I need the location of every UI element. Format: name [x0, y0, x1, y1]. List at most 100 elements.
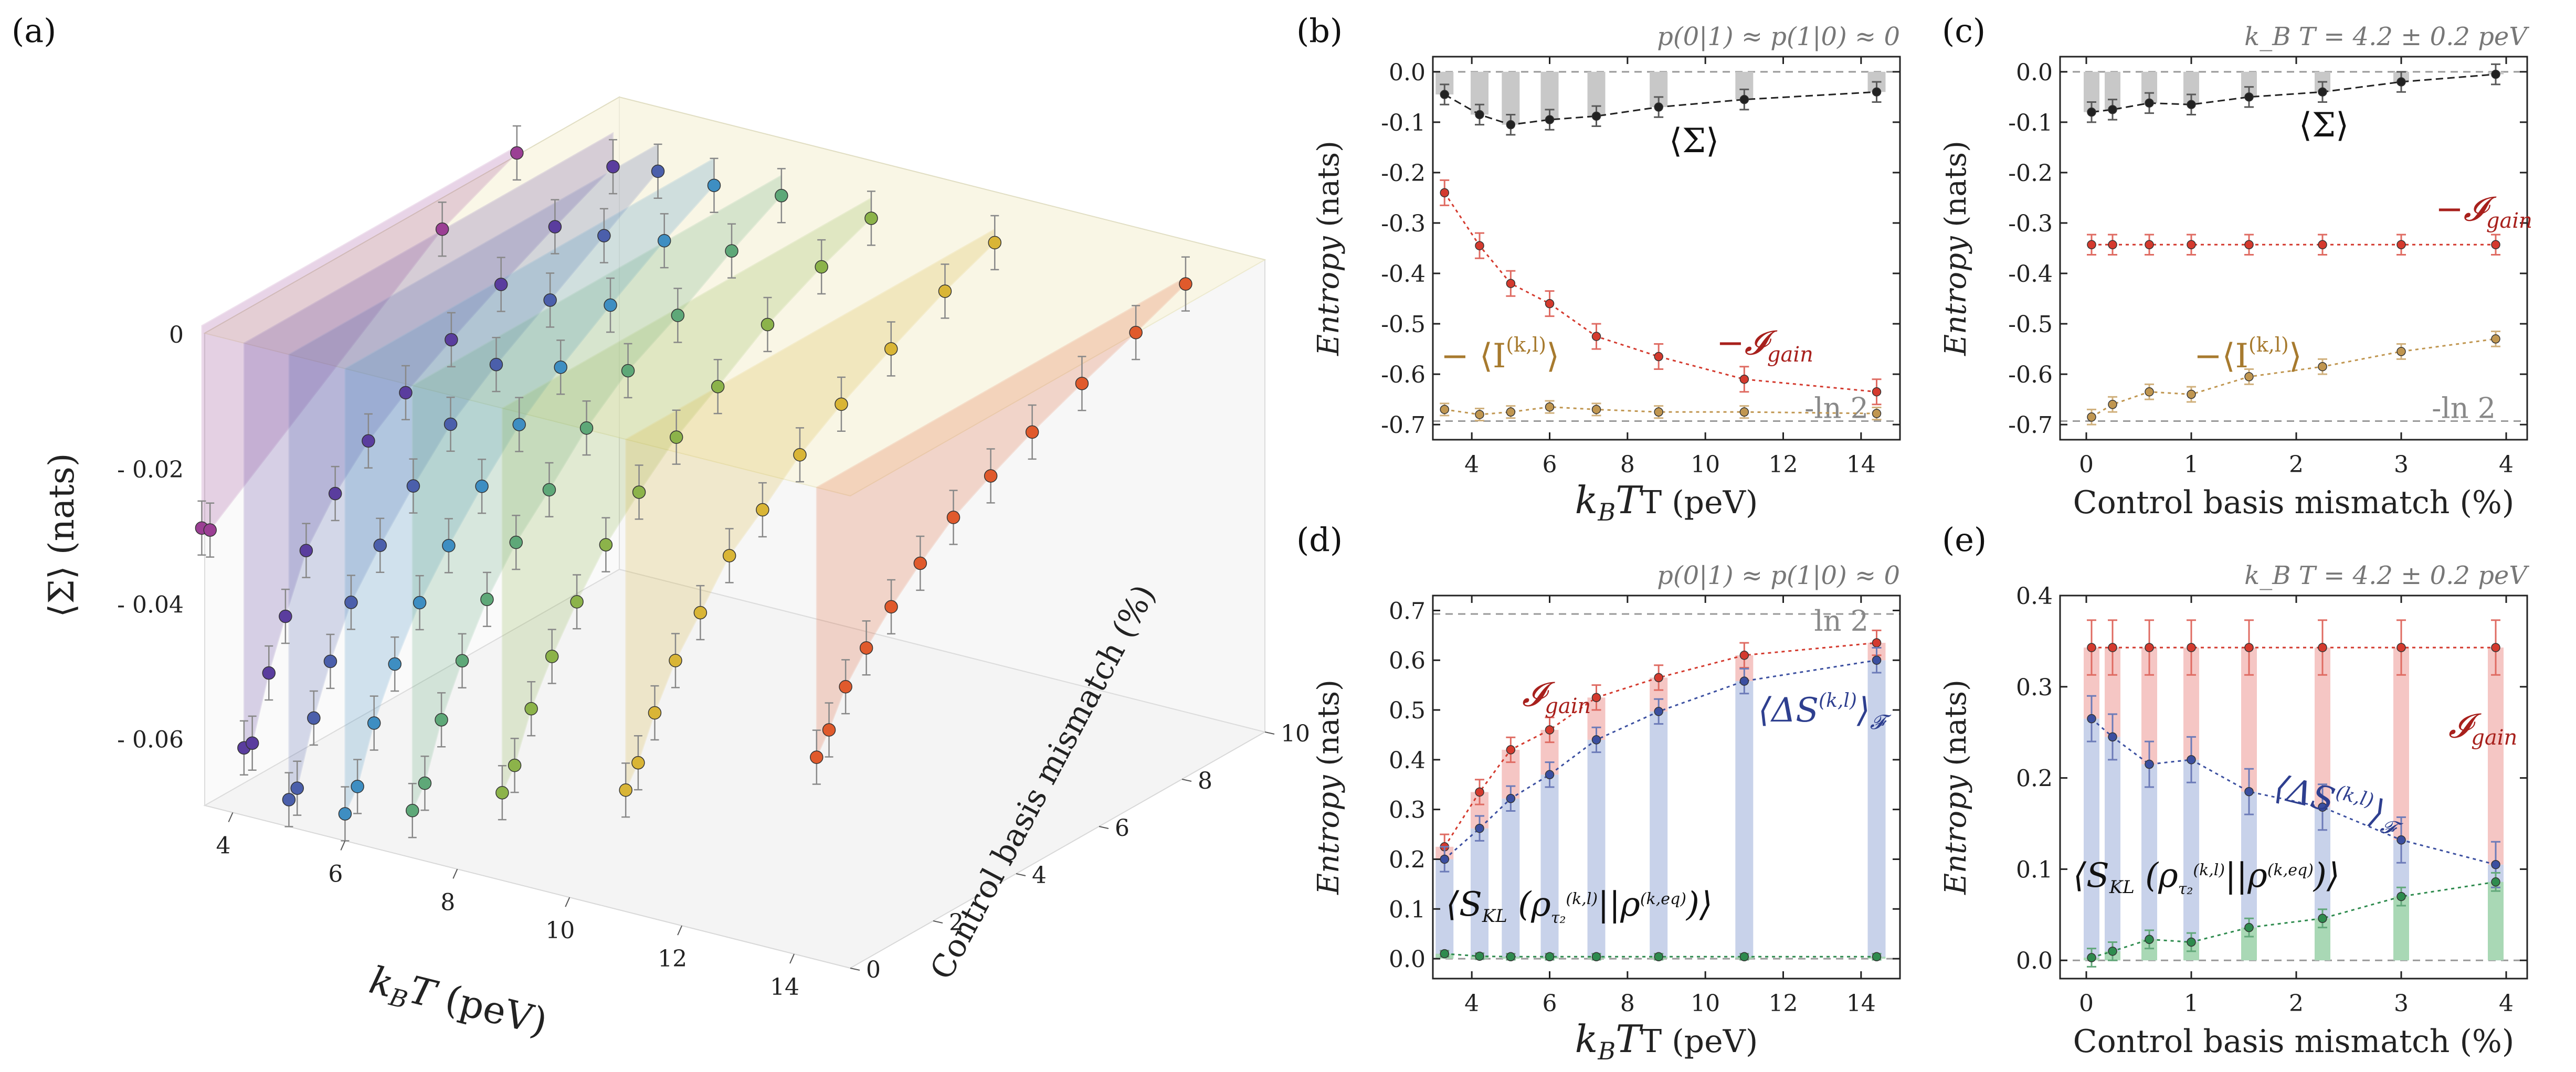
data-point [388, 657, 402, 671]
mutual-info-annotation: −⟨I(k,l)⟩ [2194, 333, 2302, 376]
delta-s-bar [2183, 759, 2199, 961]
data-point [1739, 94, 1749, 104]
data-point [203, 523, 217, 537]
y-tick-label: -0.5 [2008, 311, 2053, 338]
data-point [1506, 407, 1516, 417]
x-axis-label: kBTT (peV) [1575, 1017, 1758, 1065]
panel-condition-note: k_B T = 4.2 ± 0.2 peV [2244, 561, 2529, 590]
x-tick-label: 6 [1543, 451, 1557, 478]
data-point [2087, 107, 2096, 117]
series-line [1444, 91, 1877, 126]
data-point [657, 233, 671, 248]
x-tick-label: 8 [440, 889, 455, 916]
delta-s-bar [1471, 828, 1488, 959]
data-point [839, 680, 852, 694]
x-tick-label: 1 [2184, 990, 2199, 1017]
data-point [1654, 952, 1663, 962]
data-point [2145, 935, 2154, 944]
panel-e-plot: (e) k_B T = 4.2 ± 0.2 peV 0 1 2 3 4 0.0 0.1 0.2 0.… [1939, 521, 2529, 1060]
y-tick-label: -0.3 [1381, 210, 1426, 237]
data-point [442, 539, 456, 553]
data-point [2187, 240, 2196, 250]
data-point [1475, 110, 1484, 120]
data-point [2318, 802, 2327, 812]
data-point [2187, 755, 2196, 765]
data-point [1475, 787, 1484, 797]
y-tick-label: -0.6 [2008, 362, 2053, 388]
data-point [328, 486, 342, 501]
x-tick-label: 0 [2079, 451, 2094, 478]
y-tick-label: -0.5 [1381, 311, 1426, 338]
data-point [1545, 725, 1555, 735]
data-point [290, 781, 304, 795]
data-point [2145, 98, 2154, 108]
x-tick-label: 14 [1846, 990, 1876, 1017]
data-point [884, 342, 898, 356]
data-point [570, 595, 584, 609]
x-tick-label: 4 [216, 832, 230, 859]
data-point [2087, 412, 2096, 422]
x-tick-mark [340, 840, 346, 851]
delta-s-annotation: ⟨ΔS(k,l)⟩𝓕 [2269, 767, 2409, 842]
data-point [262, 666, 276, 680]
y-tick-label: 0.2 [2016, 766, 2053, 792]
data-point [648, 706, 662, 720]
x-axis-label: Control basis mismatch (%) [2073, 1023, 2515, 1060]
y-tick-label: 0.6 [1389, 648, 1426, 674]
data-point [1545, 299, 1555, 309]
ln2-label: -ln 2 [1804, 391, 1868, 424]
data-point [1545, 402, 1555, 412]
data-point [444, 417, 458, 431]
data-point [1475, 951, 1484, 961]
data-point [489, 357, 503, 372]
data-point [344, 596, 358, 609]
y-tick-label: 0.7 [1389, 598, 1426, 624]
panel-condition-note: p(0|1) ≈ p(1|0) ≈ 0 [1657, 22, 1900, 51]
x-tick-label: 2 [2289, 990, 2304, 1017]
data-point [2318, 240, 2327, 250]
igain-annotation: −𝓘gain [1716, 324, 1813, 367]
x-tick-mark [565, 897, 571, 907]
data-point [545, 650, 559, 663]
data-point [2318, 87, 2327, 97]
data-point [445, 333, 458, 347]
z-tick-label: 0 [866, 957, 881, 983]
data-point [2087, 240, 2096, 250]
data-point [1872, 638, 1882, 648]
x-tick-label: 4 [1464, 451, 1479, 478]
z-tick-label: 10 [1281, 720, 1310, 747]
sigma-annotation: ⟨Σ⟩ [2299, 106, 2349, 145]
x-axis-label: kBTT (peV) [1575, 478, 1758, 526]
data-point [2318, 914, 2327, 924]
data-point [2108, 400, 2117, 409]
data-point [282, 793, 296, 806]
panel-b-plot: (b) p(0|1) ≈ p(1|0) ≈ 0 -ln 2 4 6 8 10 12 14 0.0 -… [1296, 12, 1901, 526]
data-point [2244, 922, 2254, 932]
data-point [619, 783, 632, 797]
kl-annotation: ⟨SKL (ρτ₂(k,l)||ρ(k,eq))⟩ [1446, 885, 1713, 927]
x-tick-label: 10 [1691, 990, 1720, 1017]
delta-s-bar [1540, 774, 1559, 959]
data-point [351, 780, 364, 793]
y-tick-label: 0.0 [2016, 59, 2053, 86]
plot-frame [2059, 595, 2528, 980]
x-tick-mark [789, 953, 795, 964]
data-point [405, 803, 419, 818]
x-tick-label: 10 [545, 917, 575, 944]
y-tick-label: -0.2 [2008, 160, 2053, 187]
delta-s-bar [2141, 764, 2157, 961]
delta-s-bar [1650, 711, 1668, 959]
data-point [1591, 111, 1601, 121]
data-point [1475, 823, 1484, 833]
data-point [1440, 90, 1449, 99]
data-point [1075, 377, 1089, 390]
mutual-info-annotation: − ⟨I(k,l)⟩ [1441, 333, 1559, 376]
data-point [399, 386, 413, 400]
data-point [307, 711, 321, 725]
zero-surface [203, 96, 1266, 497]
data-point [651, 164, 665, 178]
panel-d-plot: (d) p(0|1) ≈ p(1|0) ≈ 0 ln 2 4 6 8 10 12 14 0.0 0.… [1296, 521, 1901, 1065]
y-tick-label: - 0.04 [117, 591, 184, 618]
data-point [707, 178, 721, 193]
data-point [2244, 643, 2254, 652]
